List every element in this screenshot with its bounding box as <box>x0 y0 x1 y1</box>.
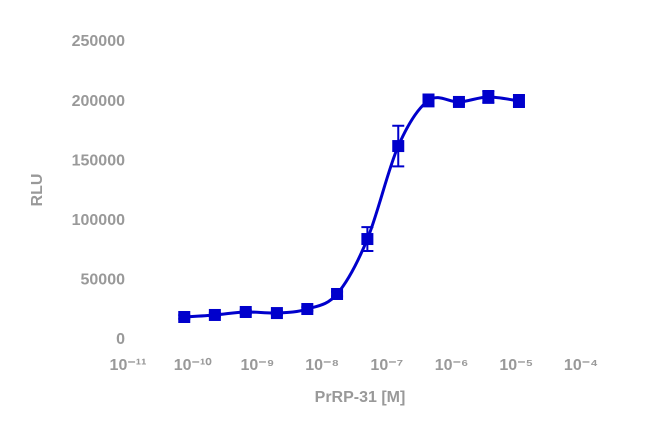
data-point <box>361 233 374 246</box>
x-tick-label: 10⁻⁹ <box>241 357 275 374</box>
x-tick-label: 10⁻⁴ <box>564 357 598 374</box>
y-tick-label: 50000 <box>81 272 126 289</box>
data-point <box>422 94 435 107</box>
y-tick-label: 250000 <box>72 33 125 50</box>
x-tick-label: 10⁻⁷ <box>370 357 403 374</box>
data-point <box>208 308 221 321</box>
x-tick-label: 10⁻¹⁰ <box>174 357 213 374</box>
data-point <box>331 287 344 300</box>
data-point <box>482 90 495 103</box>
data-point <box>178 310 191 323</box>
data-point <box>239 305 252 318</box>
data-point <box>512 95 525 108</box>
x-axis-label: PrRP-31 [M] <box>315 389 406 406</box>
x-tick-label: 10⁻⁸ <box>305 357 339 374</box>
x-tick-label: 10⁻⁵ <box>499 357 533 374</box>
data-point <box>270 307 283 320</box>
x-tick-label: 10⁻¹¹ <box>110 357 147 374</box>
y-tick-label: 0 <box>116 331 125 348</box>
y-axis-label: RLU <box>29 174 46 207</box>
data-point <box>301 303 314 316</box>
y-tick-label: 200000 <box>72 93 125 110</box>
y-tick-label: 150000 <box>72 152 125 169</box>
y-tick-label: 100000 <box>72 212 125 229</box>
x-tick-label: 10⁻⁶ <box>435 357 469 374</box>
data-point <box>452 95 465 108</box>
data-point <box>392 140 405 153</box>
fit-line <box>184 95 520 319</box>
